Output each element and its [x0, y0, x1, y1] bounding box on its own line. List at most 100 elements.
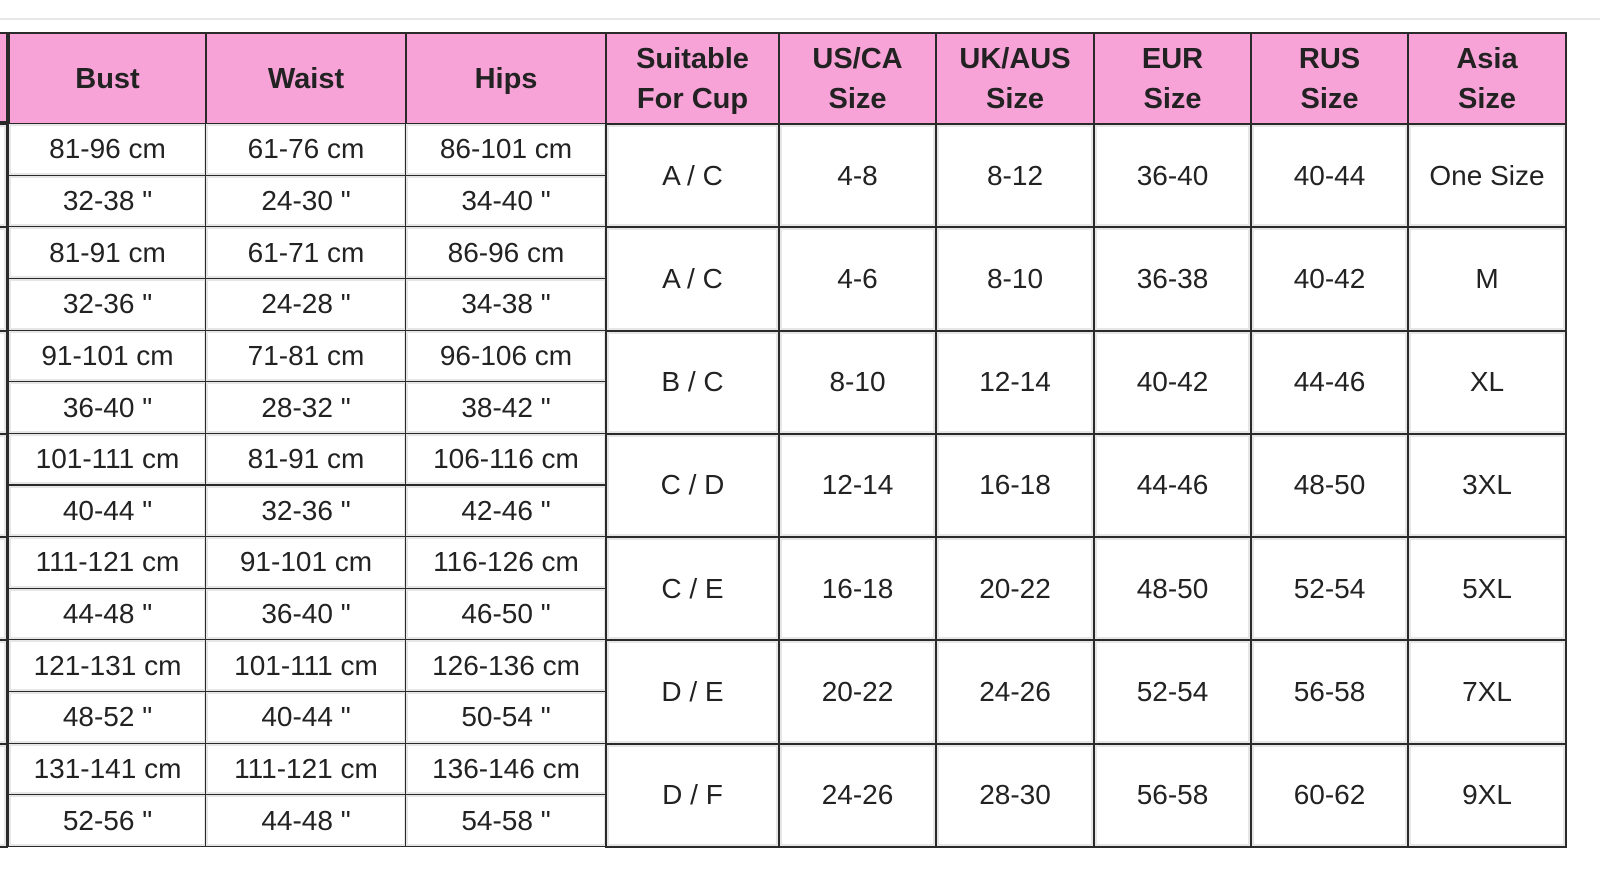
cell-text: 81-91 cm: [247, 443, 365, 475]
top-rule: [0, 18, 1600, 20]
size-cell: C / E: [605, 536, 780, 642]
measure-cell: 40-44 ": [8, 484, 207, 538]
cell-text: 24-28 ": [261, 288, 351, 320]
measure-cell: 32-36 ": [8, 277, 207, 331]
measure-cell: 34-40 ": [405, 174, 607, 228]
cell-text: 12-14: [821, 469, 894, 501]
measure-cell: 42-46 ": [405, 484, 607, 538]
size-cell: 5XL: [1407, 536, 1567, 642]
header-cell: Waist: [205, 32, 407, 125]
cell-text: 101-111 cm: [234, 649, 378, 681]
cell-text: 16-18: [979, 469, 1051, 501]
measure-cell: 38-42 ": [405, 381, 607, 434]
cell-text: 71-81 cm: [247, 339, 365, 371]
size-cell: 16-18: [935, 432, 1095, 539]
size-cell: B / C: [605, 329, 780, 435]
cell-text: 4-6: [837, 262, 878, 294]
cell-text: 48-52 ": [62, 701, 153, 733]
cell-text: 40-42: [1136, 366, 1209, 398]
measure-cell: 52-56 ": [8, 794, 207, 847]
cell-text: 86-101 cm: [439, 133, 573, 165]
cell-text: Size: [1300, 82, 1359, 115]
measure-cell: 44-48 ": [8, 587, 207, 641]
cell-text: 8-10: [829, 366, 886, 398]
measure-cell: 44-48 ": [205, 794, 407, 847]
size-cell: 8-10: [935, 226, 1095, 332]
edge-cell: [0, 742, 8, 848]
cell-text: 86-96 cm: [447, 236, 565, 268]
size-cell: 52-54: [1093, 639, 1252, 745]
edge-cell: [0, 536, 8, 642]
size-cell: 8-10: [778, 329, 937, 435]
size-cell: 44-46: [1093, 432, 1252, 539]
size-cell: D / E: [605, 639, 780, 745]
cell-text: 36-40 ": [261, 598, 351, 630]
cell-text: 24-30 ": [261, 184, 351, 216]
cell-text: 60-62: [1293, 779, 1366, 811]
size-cell: 40-42: [1250, 226, 1409, 332]
size-cell: 4-8: [778, 123, 937, 229]
header-cell: US/CA Size: [778, 32, 937, 125]
cell-text: UK/AUS: [959, 42, 1071, 75]
size-cell: 24-26: [935, 639, 1095, 745]
measure-cell: 111-121 cm: [205, 742, 407, 796]
size-cell: XL: [1407, 329, 1567, 435]
cell-text: 44-46: [1136, 469, 1209, 501]
size-cell: 40-44: [1250, 123, 1409, 229]
size-cell: 3XL: [1407, 432, 1567, 539]
cell-text: Size: [828, 82, 887, 115]
measure-cell: 86-101 cm: [405, 123, 607, 176]
cell-text: Bust: [75, 62, 140, 95]
cell-text: XL: [1469, 366, 1505, 398]
measure-cell: 136-146 cm: [405, 742, 607, 796]
size-cell: 16-18: [778, 536, 937, 642]
measure-cell: 111-121 cm: [8, 536, 207, 589]
cell-text: Size: [1457, 82, 1517, 115]
cell-text: 8-12: [986, 159, 1044, 191]
cell-text: 56-58: [1136, 779, 1209, 811]
cell-text: 16-18: [821, 572, 894, 604]
cell-text: 36-38: [1136, 262, 1209, 294]
cell-text: 61-71 cm: [247, 236, 365, 268]
size-cell: 36-40: [1093, 123, 1252, 229]
size-cell: 8-12: [935, 123, 1095, 229]
cell-text: 101-111 cm: [35, 443, 180, 475]
size-cell: 9XL: [1407, 742, 1567, 848]
cell-text: 40-44: [1293, 159, 1366, 191]
measure-cell: 28-32 ": [205, 381, 407, 434]
cell-text: 52-56 ": [62, 804, 153, 836]
measure-cell: 46-50 ": [405, 587, 607, 641]
cell-text: 54-58 ": [461, 804, 551, 836]
cell-text: C / D: [660, 469, 725, 501]
size-cell: A / C: [605, 226, 780, 332]
measure-cell: 81-91 cm: [8, 226, 207, 279]
size-cell: 20-22: [778, 639, 937, 745]
size-cell: 7XL: [1407, 639, 1567, 745]
cell-text: 56-58: [1293, 676, 1366, 708]
cell-text: 32-38 ": [62, 184, 153, 216]
size-cell: 24-26: [778, 742, 937, 848]
measure-cell: 36-40 ": [205, 587, 407, 641]
cell-text: 28-32 ": [261, 391, 351, 423]
edge-cell: [0, 432, 8, 539]
size-cell: 12-14: [778, 432, 937, 539]
measure-cell: 101-111 cm: [8, 432, 207, 486]
cell-text: 40-44 ": [62, 494, 153, 526]
cell-text: 8-10: [986, 262, 1044, 294]
size-cell: 60-62: [1250, 742, 1409, 848]
cell-text: One Size: [1429, 159, 1545, 191]
cell-text: 12-14: [979, 366, 1051, 398]
edge-cell: [0, 32, 8, 123]
measure-cell: 91-101 cm: [8, 329, 207, 383]
measure-cell: 32-36 ": [205, 484, 407, 538]
cell-text: 106-116 cm: [433, 443, 579, 475]
header-cell: Suitable For Cup: [605, 32, 780, 125]
edge-cell: [0, 123, 8, 229]
measure-cell: 131-141 cm: [8, 742, 207, 796]
measure-cell: 61-71 cm: [205, 226, 407, 279]
cell-text: 50-54 ": [461, 701, 551, 733]
measure-cell: 91-101 cm: [205, 536, 407, 589]
cell-text: 4-8: [837, 159, 878, 191]
size-cell: 4-6: [778, 226, 937, 332]
size-cell: 52-54: [1250, 536, 1409, 642]
